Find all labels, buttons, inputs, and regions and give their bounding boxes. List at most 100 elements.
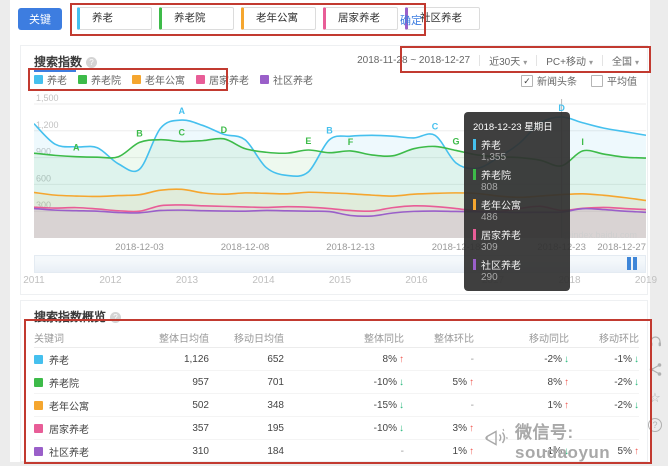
arrow-up-icon: ↑ — [399, 353, 404, 365]
checkbox-unchecked-icon — [591, 74, 603, 87]
comparison-cell — [474, 416, 569, 440]
arrow-up-icon: ↑ — [634, 445, 639, 457]
svg-text:I: I — [581, 137, 584, 147]
legend-item-2[interactable]: 养老院 — [78, 72, 121, 87]
svg-text:1,200: 1,200 — [36, 120, 59, 130]
comparison-cell: 1% ↑ — [474, 393, 569, 417]
keyword-input-5[interactable] — [405, 7, 480, 30]
tooltip-item: 社区养老 290 — [473, 257, 561, 284]
legend-swatch — [132, 75, 141, 84]
comparison-cell: -15% ↓ — [284, 393, 404, 417]
svg-text:300: 300 — [36, 200, 51, 210]
chevron-down-icon: ▾ — [523, 58, 528, 67]
divider — [536, 55, 538, 66]
platform-dropdown[interactable]: PC+移动 ▾ — [546, 57, 593, 68]
arrow-up-icon: ↑ — [469, 422, 474, 434]
value-cell: 357 — [134, 416, 209, 440]
svg-text:600: 600 — [36, 173, 51, 183]
tooltip-item: 养老院 808 — [473, 167, 561, 194]
star-icon[interactable]: ☆ — [649, 390, 661, 405]
comparison-cell: 5% ↑ — [404, 370, 474, 394]
svg-text:C: C — [432, 121, 439, 131]
keyword-cell: 老年公寓 — [34, 393, 134, 417]
legend-swatch — [196, 75, 205, 84]
active-tab-underline — [34, 70, 76, 72]
chart-options: ✓ 新闻头条 平均值 — [521, 73, 637, 88]
legend-item-3[interactable]: 老年公寓 — [132, 72, 185, 87]
chevron-down-icon: ▾ — [588, 58, 593, 67]
legend-swatch — [78, 75, 87, 84]
comparison-cell: -10% ↓ — [284, 416, 404, 440]
year-label: 2019 — [634, 275, 658, 286]
keyword-cell: 居家养老 — [34, 416, 134, 440]
svg-text:C: C — [178, 128, 185, 138]
keyword-input-4[interactable] — [323, 7, 398, 30]
keyword-swatch — [34, 423, 43, 433]
arrow-down-icon: ↓ — [399, 399, 404, 411]
arrow-up-icon: ↑ — [469, 376, 474, 388]
average-checkbox[interactable]: 平均值 — [591, 73, 637, 88]
arrow-down-icon: ↓ — [634, 399, 639, 411]
value-cell: 652 — [209, 347, 284, 371]
help-icon[interactable]: ? — [648, 418, 662, 432]
date-range[interactable]: 2018-11-28 ~ 2018-12-27 — [357, 55, 471, 66]
table-row-3: 老年公寓 502 348 -15% ↓ -1% ↑ -2% ↓ — [34, 393, 639, 417]
year-label: 2014 — [252, 275, 275, 286]
comparison-cell: -10% ↓ — [284, 370, 404, 394]
comparison-cell: -2% ↓ — [569, 393, 639, 417]
column-header: 整体日均值 — [134, 327, 209, 348]
range-dropdown[interactable]: 近30天 ▾ — [489, 57, 528, 68]
tooltip-date: 2018-12-23 星期日 — [473, 122, 553, 133]
keyword-input-3[interactable] — [241, 7, 316, 30]
legend-item-4[interactable]: 居家养老 — [196, 72, 249, 87]
x-tick-label: 2018-12-08 — [220, 242, 270, 253]
year-label: 2016 — [405, 275, 428, 286]
legend-swatch — [34, 75, 43, 84]
legend-item-1[interactable]: 养老 — [34, 72, 67, 87]
keyword-swatch — [34, 446, 43, 456]
keyword-button[interactable]: 关键词 — [18, 8, 62, 48]
svg-text:D: D — [558, 103, 565, 113]
divider — [479, 55, 481, 66]
chart-controls: 2018-11-28 ~ 2018-12-27 近30天 ▾ PC+移动 ▾ 全国 ▾ — [357, 53, 639, 68]
keyword-input-1[interactable] — [77, 7, 152, 30]
news-checkbox[interactable]: ✓ 新闻头条 — [521, 73, 577, 88]
region-dropdown[interactable]: 全国 ▾ — [611, 57, 639, 68]
table-row-1: 养老 1,126 652 8% ↑ - -2% ↓ -1% ↓ — [34, 347, 639, 371]
legend-swatch — [260, 75, 269, 84]
keyword-cell: 养老院 — [34, 370, 134, 394]
share-icon[interactable] — [648, 362, 663, 377]
svg-text:D: D — [221, 125, 228, 135]
value-cell: 957 — [134, 370, 209, 394]
keyword-input-group — [77, 7, 480, 30]
comparison-cell: -1% ↓ — [544, 445, 569, 457]
table-row-5: 社区养老 310 184 - 1% ↑ -1% ↓ 5% ↑ — [34, 440, 639, 463]
info-icon[interactable]: ? — [86, 57, 98, 68]
value-cell: 1,126 — [134, 347, 209, 371]
legend-item-5[interactable]: 社区养老 — [260, 72, 313, 87]
keyword-swatch — [34, 377, 43, 387]
column-header: 关键词 — [34, 327, 134, 348]
value-cell: 502 — [134, 393, 209, 417]
comparison-cell: -2% ↓ — [569, 370, 639, 394]
timeline-handle[interactable] — [627, 257, 637, 270]
comparison-cell: - — [404, 347, 474, 371]
confirm-button[interactable]: 确定 — [400, 15, 422, 27]
value-cell: 195 — [209, 416, 284, 440]
svg-text:B: B — [326, 126, 333, 136]
table-header-row: 关键词 整体日均值 移动日均值 整体同比 整体环比 移动同比 移动环比 — [34, 327, 639, 348]
x-tick-label: 2018-12-18 — [431, 242, 481, 253]
comparison-cell: 8% ↑ — [474, 370, 569, 394]
svg-text:B: B — [136, 128, 143, 138]
arrow-up-icon: ↑ — [564, 399, 569, 411]
tooltip-item: 居家养老 309 — [473, 227, 561, 254]
value-cell: 348 — [209, 393, 284, 417]
comparison-cell — [569, 416, 639, 440]
headset-icon[interactable] — [648, 334, 663, 349]
column-header: 整体环比 — [404, 327, 474, 348]
info-icon[interactable]: ? — [110, 312, 122, 323]
arrow-down-icon: ↓ — [634, 353, 639, 365]
svg-text:F: F — [348, 137, 354, 147]
index-overview-section: 搜索指数概览? 关键词 整体日均值 移动日均值 整体同比 整体环比 移动同比 移动环比 养老… — [20, 300, 648, 462]
keyword-input-2[interactable] — [159, 7, 234, 30]
